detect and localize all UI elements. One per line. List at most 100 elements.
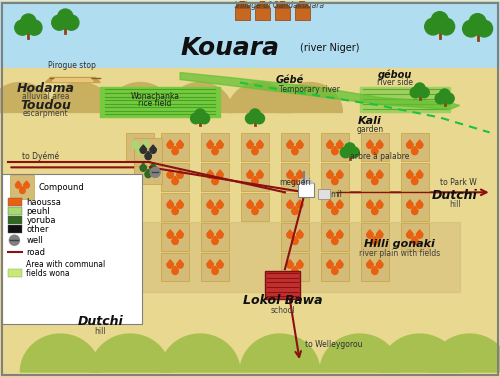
FancyBboxPatch shape xyxy=(201,133,229,161)
Polygon shape xyxy=(296,140,304,145)
Polygon shape xyxy=(336,260,343,264)
Text: river side: river side xyxy=(377,78,413,86)
Polygon shape xyxy=(212,236,218,241)
FancyBboxPatch shape xyxy=(400,223,428,251)
Text: yoruba: yoruba xyxy=(26,216,56,225)
Text: Compound: Compound xyxy=(38,183,84,192)
Polygon shape xyxy=(406,170,414,175)
Polygon shape xyxy=(376,140,383,145)
Polygon shape xyxy=(100,87,220,118)
Polygon shape xyxy=(176,140,184,145)
Polygon shape xyxy=(296,230,304,234)
Circle shape xyxy=(332,149,338,155)
Text: Gébé: Gébé xyxy=(276,75,304,84)
FancyBboxPatch shape xyxy=(318,189,330,199)
Text: (river Niger): (river Niger) xyxy=(300,43,360,52)
Polygon shape xyxy=(411,206,418,211)
Polygon shape xyxy=(372,266,378,271)
FancyBboxPatch shape xyxy=(8,216,22,224)
Circle shape xyxy=(372,208,378,215)
Text: hill: hill xyxy=(94,327,106,336)
Circle shape xyxy=(217,202,223,208)
Polygon shape xyxy=(206,230,214,234)
Polygon shape xyxy=(176,260,184,264)
FancyBboxPatch shape xyxy=(241,193,269,221)
Polygon shape xyxy=(292,206,298,211)
Circle shape xyxy=(416,232,422,238)
Text: alluvial area: alluvial area xyxy=(22,92,69,101)
Polygon shape xyxy=(206,140,214,145)
Circle shape xyxy=(336,202,343,208)
Polygon shape xyxy=(132,140,139,145)
Text: school: school xyxy=(270,306,295,315)
Circle shape xyxy=(247,142,253,149)
Polygon shape xyxy=(0,1,500,67)
Text: to Welleygorou: to Welleygorou xyxy=(305,340,362,349)
FancyBboxPatch shape xyxy=(281,133,309,161)
Circle shape xyxy=(212,268,218,274)
Polygon shape xyxy=(166,200,173,204)
Polygon shape xyxy=(416,230,423,234)
Text: mil: mil xyxy=(330,190,342,199)
Circle shape xyxy=(292,238,298,245)
Circle shape xyxy=(416,202,422,208)
FancyBboxPatch shape xyxy=(235,8,250,20)
Circle shape xyxy=(212,238,218,245)
Polygon shape xyxy=(406,200,414,204)
Circle shape xyxy=(167,232,173,238)
Polygon shape xyxy=(142,140,148,145)
FancyBboxPatch shape xyxy=(298,183,314,197)
Circle shape xyxy=(292,208,298,215)
FancyBboxPatch shape xyxy=(161,193,189,221)
Polygon shape xyxy=(216,260,224,264)
Circle shape xyxy=(190,113,201,124)
Circle shape xyxy=(177,172,183,178)
Polygon shape xyxy=(172,266,178,271)
Circle shape xyxy=(376,142,383,149)
Polygon shape xyxy=(416,170,423,175)
Polygon shape xyxy=(212,146,218,151)
FancyBboxPatch shape xyxy=(321,193,349,221)
Circle shape xyxy=(287,142,293,149)
FancyBboxPatch shape xyxy=(361,253,389,281)
Polygon shape xyxy=(140,163,147,167)
Polygon shape xyxy=(278,83,342,112)
Circle shape xyxy=(348,147,360,158)
Polygon shape xyxy=(376,170,383,175)
Polygon shape xyxy=(366,170,374,175)
Polygon shape xyxy=(256,200,264,204)
Polygon shape xyxy=(52,78,94,81)
Polygon shape xyxy=(144,169,152,174)
Polygon shape xyxy=(252,146,258,151)
Circle shape xyxy=(376,232,383,238)
Polygon shape xyxy=(166,260,173,264)
Polygon shape xyxy=(296,170,304,175)
Text: Village of Gandakouara: Village of Gandakouara xyxy=(236,1,324,10)
Circle shape xyxy=(332,268,338,274)
FancyBboxPatch shape xyxy=(10,175,34,199)
Polygon shape xyxy=(332,146,338,151)
Polygon shape xyxy=(406,140,414,145)
Circle shape xyxy=(367,142,373,149)
Polygon shape xyxy=(108,83,172,112)
Circle shape xyxy=(247,172,253,178)
FancyBboxPatch shape xyxy=(8,198,22,206)
Circle shape xyxy=(327,202,333,208)
Polygon shape xyxy=(48,83,112,112)
Polygon shape xyxy=(252,176,258,181)
Circle shape xyxy=(462,20,479,37)
Polygon shape xyxy=(206,200,214,204)
Polygon shape xyxy=(336,140,343,145)
Circle shape xyxy=(432,12,448,28)
Circle shape xyxy=(252,149,258,155)
FancyBboxPatch shape xyxy=(201,163,229,191)
Circle shape xyxy=(372,268,378,274)
Polygon shape xyxy=(246,140,254,145)
Circle shape xyxy=(150,165,156,171)
Polygon shape xyxy=(332,206,338,211)
Circle shape xyxy=(406,142,413,149)
Circle shape xyxy=(287,262,293,268)
Circle shape xyxy=(172,149,178,155)
Text: river plain with fields: river plain with fields xyxy=(359,249,440,258)
Polygon shape xyxy=(326,170,334,175)
